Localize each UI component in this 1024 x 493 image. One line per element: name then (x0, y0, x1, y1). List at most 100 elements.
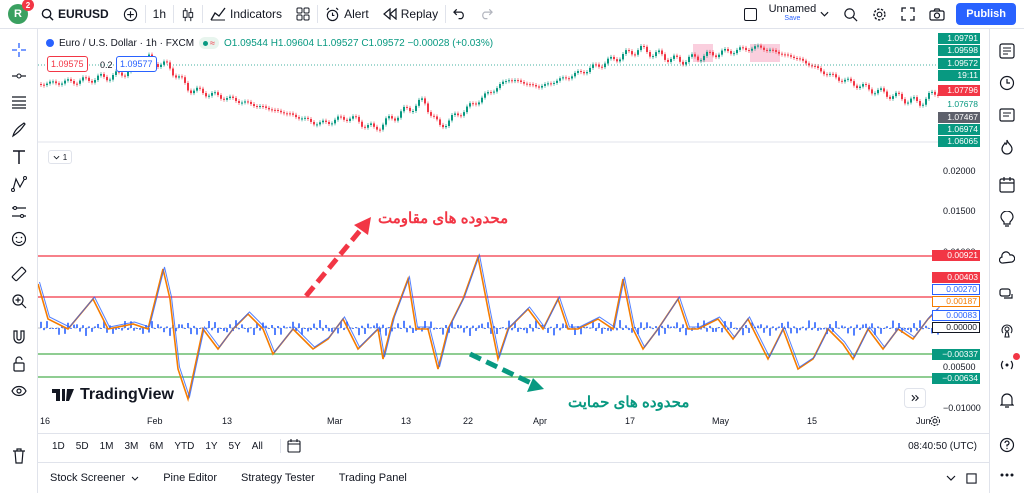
range-divider (279, 439, 281, 453)
range-button-3m[interactable]: 3M (124, 440, 139, 452)
calendar-range-icon[interactable] (287, 439, 301, 453)
maximize-icon[interactable] (966, 472, 977, 484)
candle-body (379, 129, 381, 131)
chart-area[interactable]: Euro / U.S. Dollar · 1h · FXCM ≈ O1.0954… (38, 29, 989, 433)
calendar-button[interactable] (997, 175, 1017, 195)
histogram-bar (289, 326, 291, 328)
histogram-bar (346, 321, 348, 328)
lock-drawings-tool[interactable] (9, 354, 29, 374)
zoom-in-tool[interactable] (9, 291, 29, 311)
ideas-button[interactable] (997, 209, 1017, 229)
symbol-name: EURUSD (58, 7, 109, 21)
range-button-all[interactable]: All (251, 440, 263, 452)
candle-body (832, 73, 834, 75)
histogram-bar (295, 328, 297, 331)
range-button-1y[interactable]: 1Y (205, 440, 218, 452)
brush-tool[interactable] (9, 120, 29, 140)
chats-button[interactable] (997, 248, 1017, 268)
prediction-tool[interactable] (9, 202, 29, 222)
notifications-button[interactable] (997, 390, 1017, 410)
range-button-1m[interactable]: 1M (99, 440, 114, 452)
histogram-bar (799, 328, 801, 331)
scroll-to-realtime-button[interactable] (904, 388, 926, 408)
indicator-collapse-button[interactable]: 1 (48, 150, 72, 164)
data-window-button[interactable] (997, 105, 1017, 125)
fullscreen-button[interactable] (894, 0, 922, 28)
histogram-bar (373, 325, 375, 328)
crosshair-tool[interactable] (9, 40, 29, 60)
candle-body (928, 92, 930, 99)
candle-body (859, 86, 861, 89)
remove-drawings-tool[interactable] (9, 446, 29, 466)
tradingview-logo[interactable]: TradingView (52, 386, 174, 404)
pattern-tool[interactable] (9, 174, 29, 194)
streams-button[interactable] (997, 320, 1017, 340)
trend-line-tool[interactable] (9, 66, 29, 86)
tab-pine-editor[interactable]: Pine Editor (151, 472, 229, 484)
help-circle-icon (999, 437, 1015, 453)
hide-drawings-tool[interactable] (9, 381, 29, 401)
undo-button[interactable] (446, 0, 473, 28)
candle-body (109, 79, 111, 81)
options-button[interactable] (997, 465, 1017, 485)
magnet-tool[interactable] (9, 327, 29, 347)
range-button-5d[interactable]: 5D (75, 440, 89, 452)
market-status-pill[interactable]: ≈ (199, 37, 219, 49)
legend-title[interactable]: Euro / U.S. Dollar · 1h · FXCM (59, 37, 195, 49)
candle-body (76, 83, 78, 85)
settings-small-icon[interactable] (929, 415, 941, 427)
layout-name-button[interactable]: Unnamed Save (737, 0, 837, 28)
histogram-bar (445, 325, 447, 328)
histogram-bar (640, 322, 642, 328)
range-button-1d[interactable]: 1D (52, 440, 65, 452)
fib-tool[interactable] (9, 92, 29, 112)
help-button[interactable] (997, 435, 1017, 455)
replay-button[interactable]: Replay (376, 0, 445, 28)
tab-stock-screener[interactable]: Stock Screener (38, 472, 151, 484)
buy-price-button[interactable]: 1.09577 (116, 56, 157, 72)
text-tool[interactable] (9, 147, 29, 167)
snapshot-button[interactable] (922, 0, 952, 28)
interval-button[interactable]: 1h (146, 0, 173, 28)
range-button-ytd[interactable]: YTD (174, 440, 195, 452)
range-button-5y[interactable]: 5Y (228, 440, 241, 452)
histogram-bar (760, 324, 762, 328)
user-avatar[interactable]: R 2 (8, 0, 34, 24)
candle-body (406, 106, 408, 108)
symbol-search-button[interactable]: EURUSD (34, 0, 116, 28)
tab-strategy-tester[interactable]: Strategy Tester (229, 472, 327, 484)
alerts-panel-button[interactable] (997, 73, 1017, 93)
chart-canvas[interactable] (38, 29, 989, 433)
candle-body (874, 93, 876, 95)
hotlists-button[interactable] (997, 137, 1017, 157)
histogram-bar (886, 326, 888, 328)
candle-body (799, 58, 801, 60)
chart-type-button[interactable] (174, 0, 202, 28)
candle-body (352, 116, 354, 119)
redo-button[interactable] (473, 0, 500, 28)
quick-search-button[interactable] (836, 0, 865, 28)
candle-body (670, 58, 672, 62)
sell-price-button[interactable]: 1.09575 (47, 56, 88, 72)
compare-symbol-button[interactable] (116, 0, 145, 28)
chat-rooms-button[interactable] (997, 285, 1017, 305)
settings-button[interactable] (865, 0, 894, 28)
tab-trading-panel[interactable]: Trading Panel (327, 472, 419, 484)
measure-tool[interactable] (9, 264, 29, 284)
layouts-button[interactable] (289, 0, 317, 28)
range-button-6m[interactable]: 6M (149, 440, 164, 452)
indicators-button[interactable]: Indicators (203, 0, 289, 28)
histogram-bar (808, 320, 810, 328)
eye-icon (11, 385, 27, 397)
alert-button[interactable]: Alert (318, 0, 376, 28)
publish-button[interactable]: Publish (956, 3, 1016, 25)
alert-label: Alert (344, 7, 369, 21)
toolbar-divider (202, 5, 204, 23)
signals-button[interactable] (997, 353, 1020, 375)
utc-clock[interactable]: 08:40:50 (UTC) (908, 440, 977, 452)
chevron-down-icon[interactable] (946, 475, 956, 481)
watchlist-button[interactable] (997, 41, 1017, 61)
brush-icon (12, 122, 26, 138)
icon-tool[interactable] (9, 229, 29, 249)
histogram-bar (226, 328, 228, 333)
